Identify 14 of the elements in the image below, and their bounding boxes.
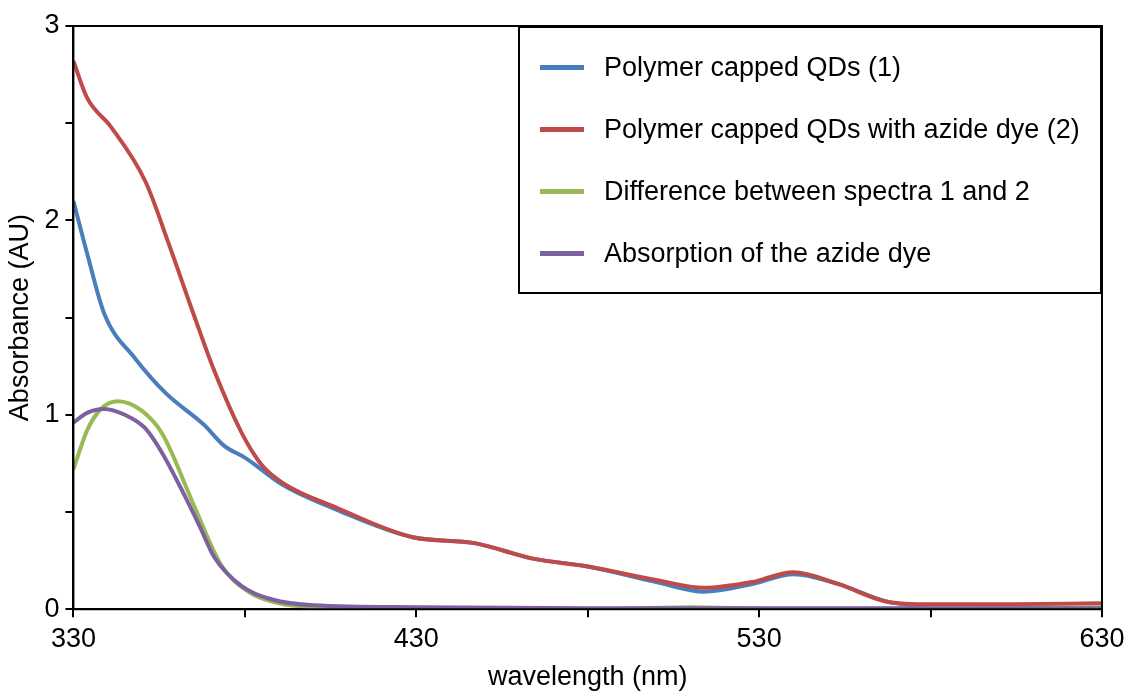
y-tick-label: 0 <box>44 592 60 623</box>
y-axis-title: Absorbance (AU) <box>3 214 34 422</box>
legend-label: Polymer capped QDs (1) <box>604 51 902 83</box>
legend-label: Polymer capped QDs with azide dye (2) <box>604 113 1080 145</box>
y-tick-label: 3 <box>44 9 60 40</box>
x-tick-label: 330 <box>50 622 96 653</box>
x-tick-label: 530 <box>736 622 782 653</box>
x-tick-label: 430 <box>393 622 439 653</box>
y-tick-label: 2 <box>44 203 60 234</box>
legend-label: Difference between spectra 1 and 2 <box>604 175 1030 207</box>
x-axis-title: wavelength (nm) <box>486 661 688 692</box>
x-tick-label: 630 <box>1079 622 1125 653</box>
y-tick-label: 1 <box>44 398 60 429</box>
legend-label: Absorption of the azide dye <box>604 237 932 269</box>
